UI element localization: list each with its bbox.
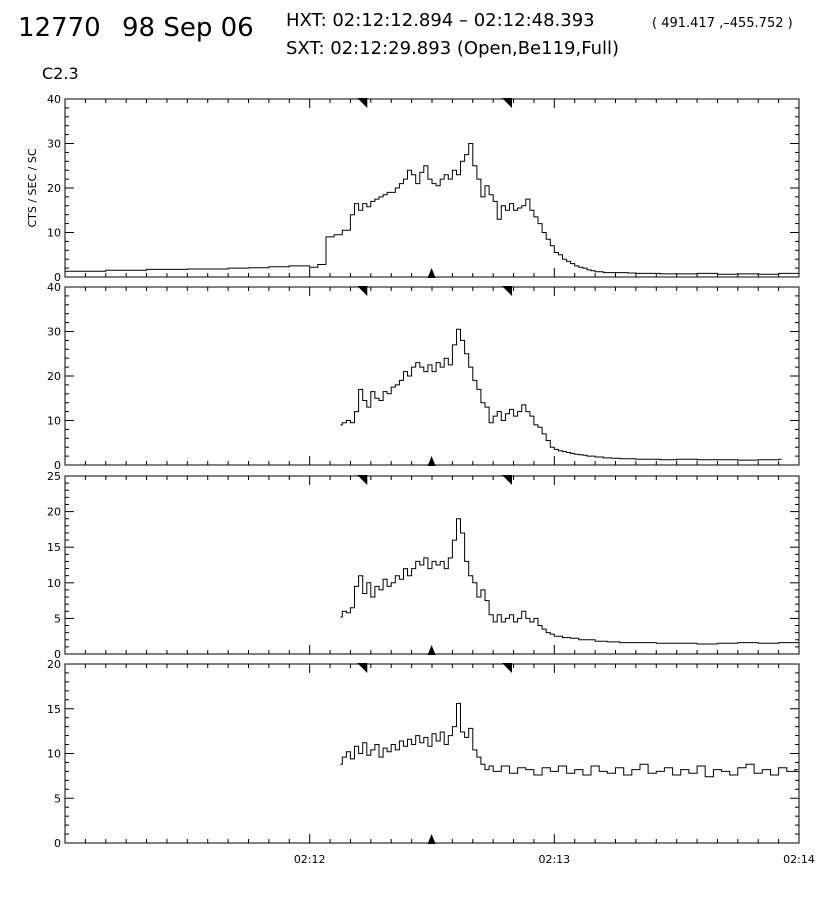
count-rate-series: [65, 143, 800, 275]
y-tick-label: 5: [54, 792, 61, 805]
chart-panel-4: 0 5 10 15 20 02:12 02:13 02:14: [47, 658, 815, 866]
plot-frame: [64, 286, 800, 466]
interval-marker-top: [357, 663, 368, 673]
interval-marker-top: [502, 286, 513, 296]
x-tick-label: 02:14: [783, 853, 815, 866]
x-tick-label: 02:12: [294, 853, 326, 866]
y-tick-label: 5: [54, 612, 61, 625]
interval-marker-bottom: [427, 834, 436, 844]
y-tick-label: 20: [47, 506, 61, 519]
y-tick-label: 20: [47, 658, 61, 671]
position-coordinates: ( 491.417 ,–455.752 ): [652, 16, 793, 31]
hxt-time-range: HXT: 02:12:12.894 – 02:12:48.393: [286, 10, 595, 31]
y-tick-label: 40: [47, 281, 61, 294]
chart-panel-1: 0 10 20 30 40 CTS / SEC / SC: [26, 93, 800, 284]
y-tick-label: 10: [47, 227, 61, 240]
interval-marker-bottom: [427, 268, 436, 278]
count-rate-series: [340, 702, 798, 778]
interval-marker-top: [357, 286, 368, 296]
y-tick-label: 30: [47, 138, 61, 151]
y-tick-label: 15: [47, 541, 61, 554]
y-tick-label: 30: [47, 326, 61, 339]
flare-class: C2.3: [42, 64, 79, 83]
y-tick-label: 10: [47, 415, 61, 428]
y-tick-label: 0: [54, 459, 61, 472]
chart-panel-3: 0 5 10 15 20 25: [47, 470, 800, 661]
plot-frame: [64, 663, 800, 844]
y-tick-label: 0: [54, 648, 61, 661]
count-rate-series: [340, 328, 782, 461]
y-tick-label: 15: [47, 703, 61, 716]
y-tick-label: 0: [54, 837, 61, 850]
interval-marker-top: [357, 98, 368, 108]
interval-marker-top: [502, 98, 513, 108]
interval-marker-bottom: [427, 645, 436, 655]
y-tick-label: 10: [47, 748, 61, 761]
y-tick-label: 40: [47, 93, 61, 106]
plot-frame: [64, 98, 800, 278]
chart-panel-2: 0 10 20 30 40: [47, 281, 800, 472]
interval-marker-top: [502, 663, 513, 673]
y-tick-label: 25: [47, 470, 61, 483]
interval-marker-top: [502, 475, 513, 485]
interval-marker-top: [357, 475, 368, 485]
y-tick-label: 0: [54, 271, 61, 284]
count-rate-series: [340, 518, 800, 645]
y-tick-label: 20: [47, 370, 61, 383]
sxt-image-info: SXT: 02:12:29.893 (Open,Be119,Full): [286, 38, 620, 59]
y-axis-label: CTS / SEC / SC: [26, 148, 39, 227]
interval-marker-bottom: [427, 456, 436, 466]
event-id: 12770: [18, 13, 101, 43]
event-date: 98 Sep 06: [122, 13, 254, 43]
y-tick-label: 10: [47, 577, 61, 590]
x-tick-label: 02:13: [538, 853, 570, 866]
y-tick-label: 20: [47, 182, 61, 195]
